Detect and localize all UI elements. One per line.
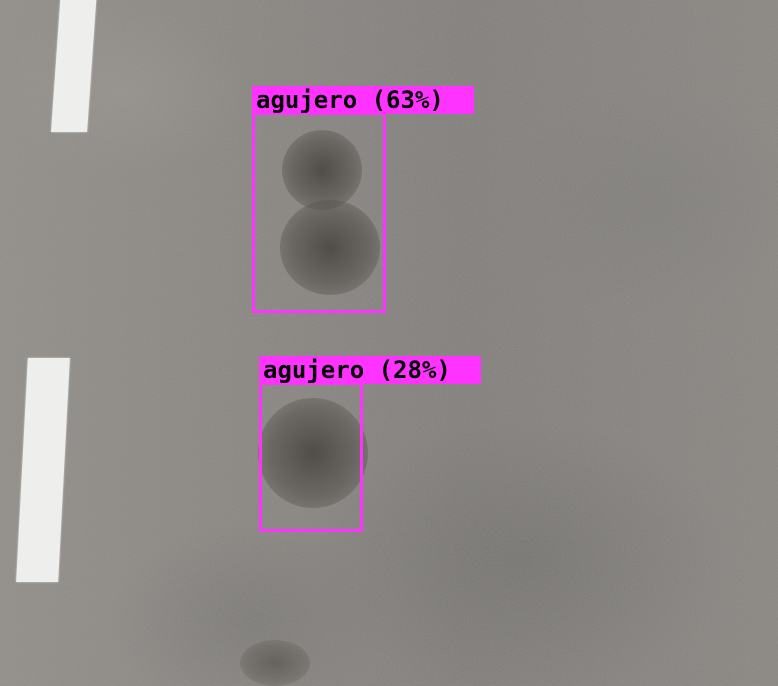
pothole-faint [240, 640, 310, 686]
detection-label-1: agujero (63%) [252, 86, 474, 114]
detection-box-1 [252, 112, 386, 313]
pothole-upper-top [282, 130, 362, 210]
detection-label-2: agujero (28%) [259, 356, 481, 384]
detection-box-2 [259, 382, 363, 532]
pothole-lower [258, 398, 368, 508]
pothole-upper-bottom [280, 200, 380, 295]
